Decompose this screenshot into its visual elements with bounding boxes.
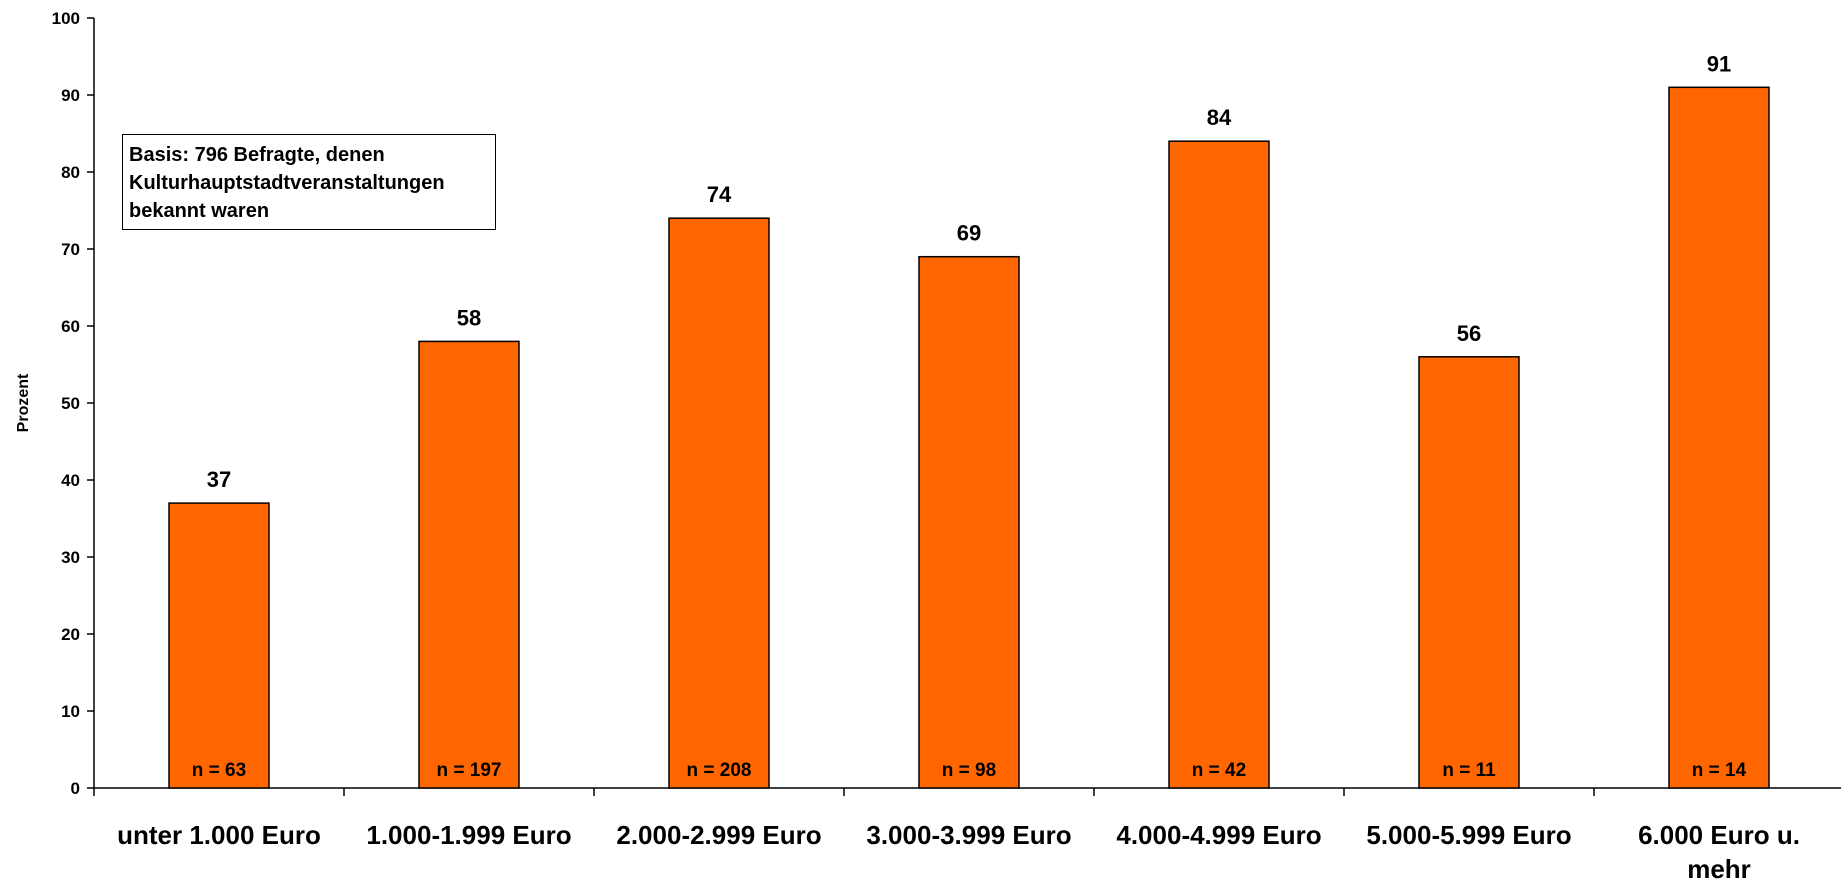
basis-note-line-2: Kulturhauptstadtveranstaltungen (129, 172, 445, 194)
bar (168, 502, 270, 789)
y-tick-label: 10 (61, 702, 80, 721)
x-category-label: 1.000-1.999 Euro (366, 820, 571, 850)
bar (418, 340, 520, 789)
bar (1668, 86, 1770, 789)
y-tick-label: 80 (61, 163, 80, 182)
y-tick-label: 40 (61, 471, 80, 490)
sample-size-label: n = 98 (942, 760, 996, 781)
bar (668, 217, 770, 789)
bar-value-label: 56 (1457, 321, 1481, 346)
basis-note-line-3: bekannt waren (129, 200, 270, 222)
x-axis-ticks (93, 788, 1595, 796)
sample-size-label: n = 197 (437, 760, 502, 781)
bar-value-label: 58 (457, 305, 481, 330)
bar (1418, 356, 1520, 789)
x-category-label: 2.000-2.999 Euro (616, 820, 821, 850)
sample-size-label: n = 42 (1192, 760, 1246, 781)
y-tick-label: 50 (61, 394, 80, 413)
x-category-label: 5.000-5.999 Euro (1366, 820, 1571, 850)
y-axis-title: Prozent (15, 373, 32, 432)
basis-note-box: Basis: 796 Befragte, denen Kulturhauptst… (122, 134, 496, 230)
bar-value-label: 37 (207, 467, 231, 492)
y-tick-label: 70 (61, 240, 80, 259)
y-tick-label: 20 (61, 625, 80, 644)
x-category-label: mehr (1687, 854, 1751, 882)
y-tick-label: 30 (61, 548, 80, 567)
x-category-label: 3.000-3.999 Euro (866, 820, 1071, 850)
sample-size-label: n = 208 (687, 760, 752, 781)
bars-group: 37 n = 63 unter 1.000 Euro 58 n = 197 1.000-1… (117, 51, 1800, 882)
y-tick-label: 100 (52, 9, 80, 28)
y-axis-ticks: 0 10 20 30 40 50 60 70 80 90 100 (52, 9, 94, 798)
bar-value-label: 91 (1707, 51, 1731, 76)
bar-value-label: 84 (1207, 105, 1232, 130)
bar (1168, 140, 1270, 789)
bar (918, 255, 1020, 789)
sample-size-label: n = 14 (1692, 760, 1747, 781)
bar-value-label: 74 (707, 182, 732, 207)
sample-size-label: n = 63 (192, 760, 246, 781)
x-category-label: 4.000-4.999 Euro (1116, 820, 1321, 850)
sample-size-label: n = 11 (1442, 760, 1496, 781)
x-category-label: 6.000 Euro u. (1638, 820, 1800, 850)
basis-note-line-1: Basis: 796 Befragte, denen (129, 144, 385, 166)
x-category-label: unter 1.000 Euro (117, 820, 321, 850)
y-tick-label: 60 (61, 317, 80, 336)
y-tick-label: 90 (61, 86, 80, 105)
y-tick-label: 0 (71, 779, 80, 798)
bar-value-label: 69 (957, 221, 981, 246)
